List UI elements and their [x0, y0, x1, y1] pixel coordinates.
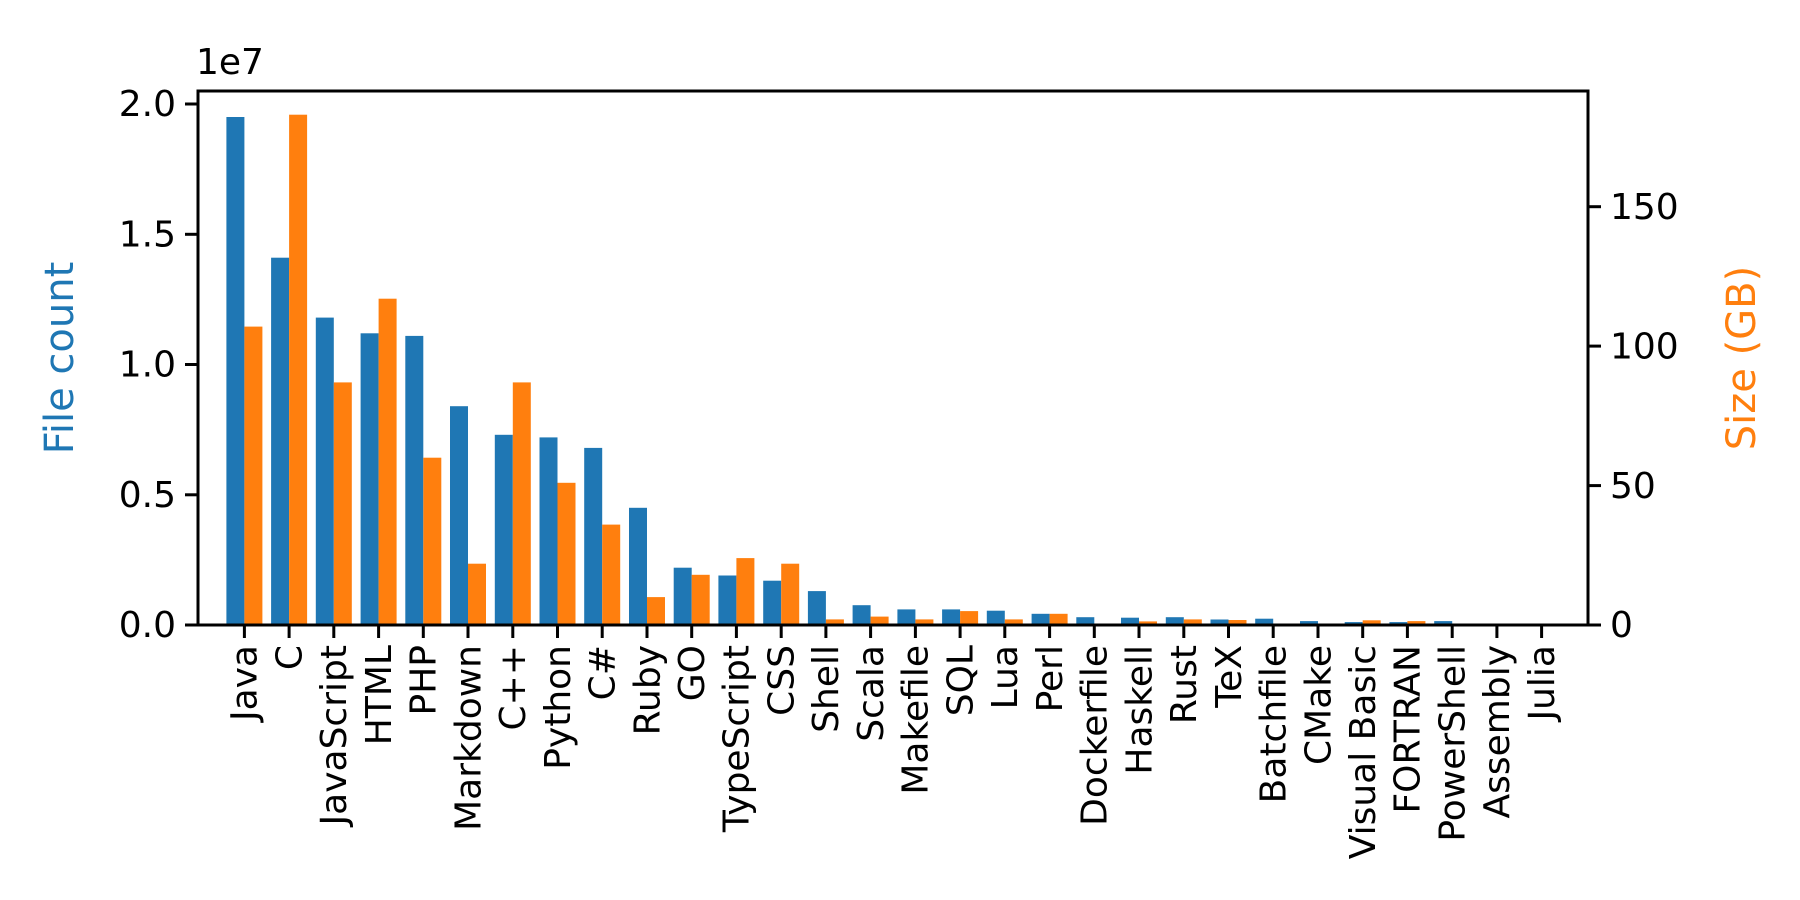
bar-fortran-size-gb: [1407, 621, 1426, 625]
x-tick-label-scala: Scala: [851, 645, 892, 742]
x-tick-label-javascript: JavaScript: [314, 645, 355, 827]
bar-go-file-count: [673, 567, 692, 625]
left-y-tick-label: 0.5: [119, 475, 176, 516]
x-tick-label-php: PHP: [404, 645, 445, 716]
bar-java-file-count: [226, 117, 245, 625]
x-tick-label-shell: Shell: [806, 645, 847, 733]
bar-typescript-size-gb: [736, 558, 755, 625]
bar-shell-file-count: [807, 591, 826, 625]
bar-ruby-file-count: [629, 507, 647, 625]
right-axis-title: Size (GB): [1719, 265, 1765, 451]
x-tick-label-rust: Rust: [1164, 645, 1205, 724]
bar-html-size-gb: [378, 298, 397, 625]
axes-spines: [196, 89, 1590, 627]
left-y-tick-label: 1.0: [119, 345, 176, 386]
bar-markdown-size-gb: [468, 563, 486, 625]
bar-c-file-count: [494, 434, 513, 625]
bar-c-size-gb: [289, 114, 308, 625]
bar-powershell-file-count: [1434, 621, 1453, 625]
bar-java-size-gb: [244, 326, 263, 625]
x-tick-label-sql: SQL: [940, 645, 981, 716]
x-tick-label-assembly: Assembly: [1477, 645, 1518, 819]
bar-visual-basic-size-gb: [1362, 620, 1381, 625]
right-y-tick-label: 100: [1610, 326, 1679, 367]
bar-sql-size-gb: [960, 611, 979, 625]
x-tick-label-c: C: [269, 645, 310, 670]
x-tick-label-visual-basic: Visual Basic: [1343, 645, 1384, 859]
bar-sql-file-count: [942, 609, 961, 625]
bar-php-size-gb: [423, 457, 442, 625]
bar-perl-file-count: [1031, 613, 1050, 625]
bar-tex-file-count: [1210, 619, 1229, 625]
bar-haskell-size-gb: [1139, 621, 1157, 625]
bar-lua-size-gb: [1004, 619, 1023, 625]
bar-css-file-count: [763, 580, 782, 625]
bar-php-file-count: [405, 335, 424, 625]
bar-css-size-gb: [781, 563, 800, 625]
x-tick-label-julia: Julia: [1522, 645, 1563, 723]
bar-rust-size-gb: [1183, 619, 1202, 625]
bar-javascript-size-gb: [333, 382, 352, 625]
right-y-tick-label: 0: [1610, 605, 1633, 646]
x-tick-label-makefile: Makefile: [896, 645, 937, 795]
bar-html-file-count: [360, 333, 379, 625]
bar-dockerfile-file-count: [1076, 617, 1095, 625]
bar-python-size-gb: [557, 482, 576, 625]
bar-ruby-size-gb: [647, 597, 665, 625]
x-tick-label-java: Java: [225, 645, 266, 723]
x-tick-label-haskell: Haskell: [1119, 645, 1160, 775]
x-tick-label-c: C++: [493, 645, 534, 730]
x-tick-label-fortran: FORTRAN: [1388, 645, 1429, 814]
bar-c-file-count: [584, 447, 603, 625]
x-tick-label-powershell: PowerShell: [1432, 645, 1473, 842]
left-axis-title: File count: [37, 261, 83, 455]
x-tick-label-python: Python: [538, 645, 579, 770]
bar-tex-size-gb: [1228, 620, 1247, 625]
left-y-tick-label: 0.0: [119, 605, 176, 646]
x-tick-label-typescript: TypeScript: [717, 645, 758, 833]
bar-go-size-gb: [691, 574, 710, 625]
bar-scala-file-count: [852, 605, 871, 625]
y-axis-offset-text: 1e7: [196, 42, 264, 83]
x-tick-label-ruby: Ruby: [627, 645, 668, 735]
x-tick-label-lua: Lua: [985, 645, 1026, 709]
x-tick-label-perl: Perl: [1030, 645, 1071, 712]
x-tick-label-css: CSS: [761, 645, 802, 716]
bar-scala-size-gb: [870, 616, 889, 625]
x-tick-label-html: HTML: [359, 645, 400, 745]
bar-makefile-size-gb: [915, 619, 934, 625]
left-y-tick-label: 2.0: [119, 84, 176, 125]
left-y-tick-label: 1.5: [119, 215, 176, 256]
right-y-tick-label: 150: [1610, 187, 1679, 228]
bar-c-file-count: [271, 257, 290, 625]
bar-typescript-file-count: [718, 575, 737, 625]
bar-makefile-file-count: [897, 609, 916, 625]
x-tick-label-dockerfile: Dockerfile: [1075, 645, 1116, 826]
right-y-tick-label: 50: [1610, 466, 1656, 507]
bar-c-size-gb: [512, 382, 531, 625]
bar-perl-size-gb: [1049, 613, 1068, 625]
x-tick-label-cmake: CMake: [1298, 645, 1339, 765]
x-tick-label-tex: TeX: [1209, 645, 1250, 709]
x-tick-label-batchfile: Batchfile: [1253, 645, 1294, 803]
bar-cmake-file-count: [1300, 621, 1318, 625]
bar-shell-size-gb: [825, 619, 844, 625]
bar-haskell-file-count: [1121, 617, 1139, 625]
bar-markdown-file-count: [450, 406, 468, 625]
bar-c-size-gb: [602, 524, 621, 625]
bar-javascript-file-count: [315, 317, 334, 625]
bar-python-file-count: [539, 437, 558, 625]
x-tick-label-c: C#: [582, 645, 623, 700]
bar-batchfile-file-count: [1255, 618, 1274, 625]
bar-rust-file-count: [1165, 617, 1184, 625]
x-tick-label-markdown: Markdown: [448, 645, 489, 831]
x-tick-label-go: GO: [672, 645, 713, 701]
bar-lua-file-count: [986, 610, 1005, 625]
